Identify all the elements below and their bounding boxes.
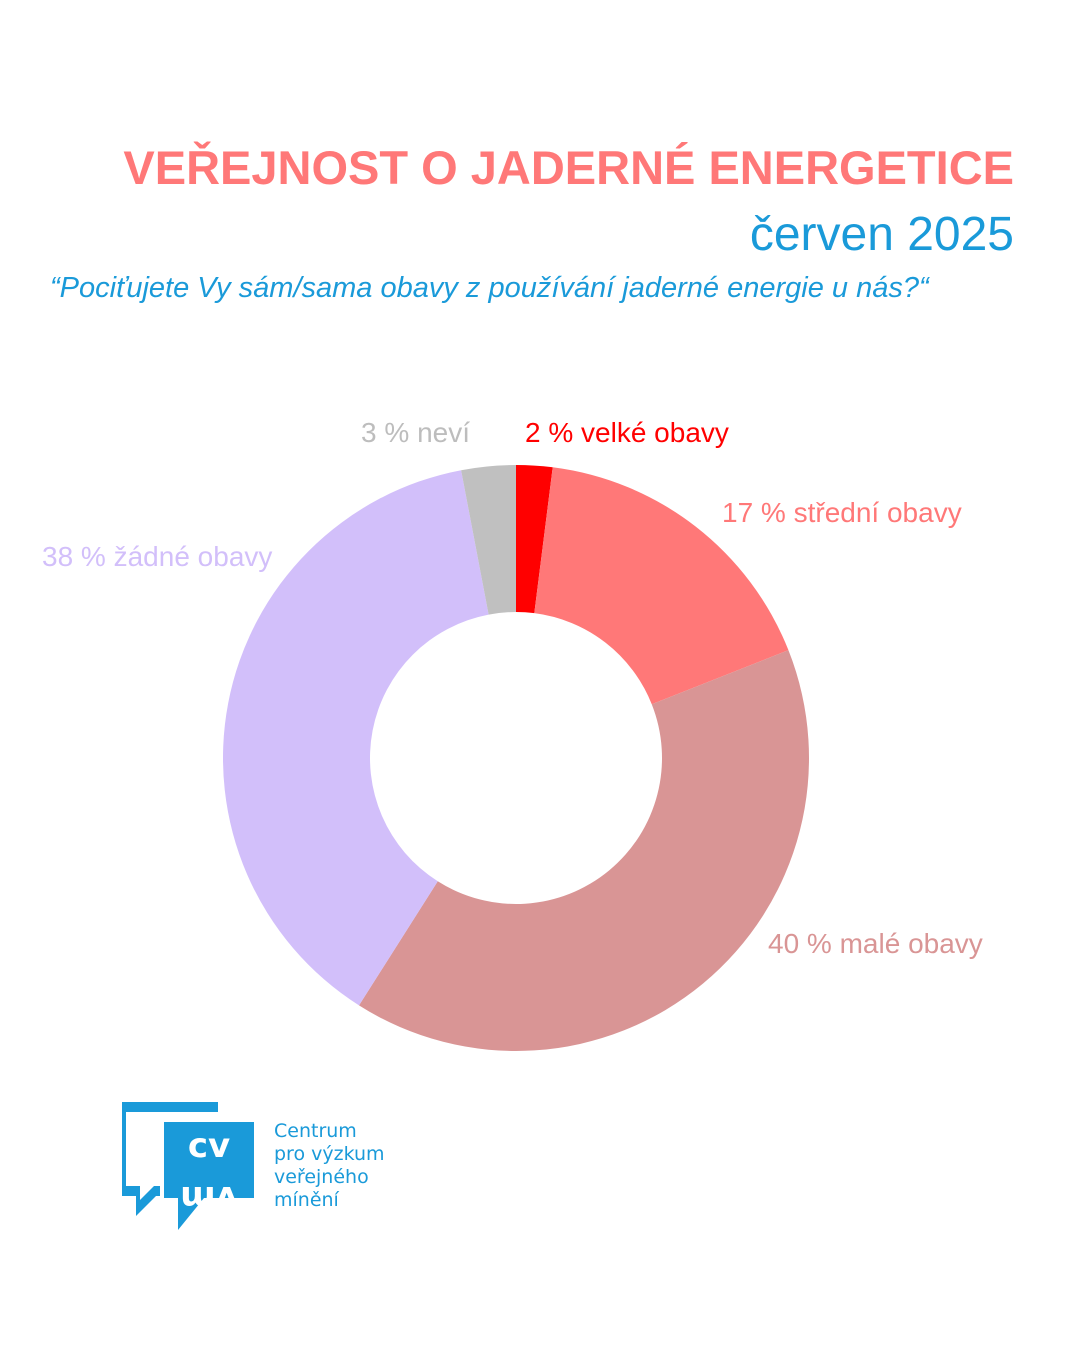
slice-label-3: 40 % malé obavy bbox=[768, 928, 983, 959]
donut-slice-1 bbox=[516, 465, 553, 614]
svg-text:cv: cv bbox=[188, 1126, 230, 1166]
chart-title: VEŘEJNOST O JADERNÉ ENERGETICE bbox=[123, 141, 1014, 194]
logo-line: veřejného bbox=[274, 1166, 369, 1188]
slice-label-5: 3 % neví bbox=[361, 417, 470, 448]
chart-subtitle: červen 2025 bbox=[749, 208, 1014, 261]
survey-question: “Pociťujete Vy sám/sama obavy z používán… bbox=[50, 272, 929, 304]
slice-label-2: 17 % střední obavy bbox=[722, 497, 962, 528]
logo-line: pro výzkum bbox=[274, 1143, 385, 1165]
donut-slice-5 bbox=[461, 465, 516, 615]
slice-label-1: 2 % velké obavy bbox=[525, 417, 729, 448]
cvvm-logo-icon: cv vm bbox=[122, 1102, 254, 1230]
svg-text:vm: vm bbox=[180, 1178, 238, 1218]
logo-text: Centrum pro výzkum veřejného mínění bbox=[274, 1120, 385, 1212]
donut-slice-3 bbox=[359, 650, 809, 1051]
logo-line: Centrum bbox=[274, 1120, 357, 1142]
logo-line: mínění bbox=[274, 1189, 339, 1211]
donut-chart: 2 % velké obavy 17 % střední obavy 40 % ma… bbox=[42, 417, 983, 1051]
donut-slice-4 bbox=[222, 470, 489, 1006]
slice-label-4: 38 % žádné obavy bbox=[42, 541, 272, 572]
donut-slice-2 bbox=[534, 467, 789, 705]
donut-labels: 2 % velké obavy 17 % střední obavy 40 % ma… bbox=[42, 417, 983, 959]
donut-slices bbox=[222, 465, 809, 1051]
